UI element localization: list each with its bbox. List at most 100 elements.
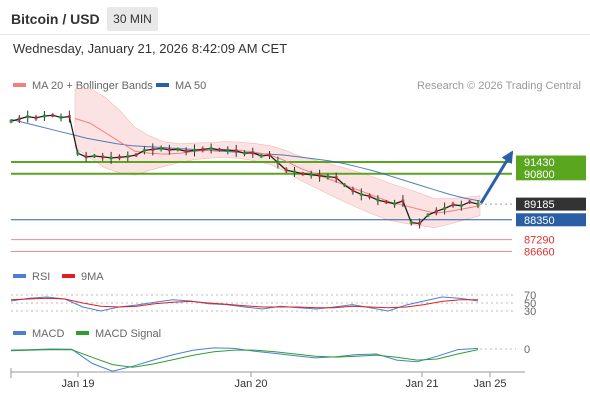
- price-label-box-91430: [516, 155, 586, 169]
- price-label-89185: 89185: [524, 199, 555, 211]
- legend-swatch-9ma: [62, 274, 75, 279]
- legend-macd-signal: MACD Signal: [76, 328, 161, 340]
- price-candle-body: [142, 148, 146, 152]
- price-label-90800: 90800: [524, 169, 555, 181]
- legend-label-ma20: MA 20 + Bollinger Bands: [32, 80, 153, 92]
- macd-line: [10, 347, 479, 372]
- x-axis-label-3: Jan 25: [473, 378, 506, 390]
- price-candle-body: [92, 154, 96, 158]
- legend-swatch-ma20: [13, 83, 26, 88]
- price-candle-body: [76, 151, 80, 155]
- price-label-91430: 91430: [524, 157, 555, 169]
- rsi-level-label-30: 30: [524, 306, 536, 318]
- price-candle-body: [401, 199, 405, 203]
- rsi-level-label-50: 50: [524, 298, 536, 310]
- price-candle-body: [451, 203, 455, 207]
- price-candle-body: [117, 155, 121, 159]
- price-candle-body: [393, 202, 397, 206]
- price-label-box-88350: [516, 213, 586, 227]
- price-candle-body: [434, 209, 438, 213]
- price-candle-body: [26, 115, 30, 119]
- rsi-line: [10, 296, 479, 312]
- price-candle-body: [276, 161, 280, 165]
- price-candle-body: [209, 147, 213, 150]
- legend-ma20-bollinger: MA 20 + Bollinger Bands: [13, 80, 153, 92]
- legend-label-macd: MACD: [32, 328, 65, 340]
- price-candle-body: [51, 113, 55, 117]
- price-candle-body: [151, 147, 155, 151]
- price-candle-body: [284, 168, 288, 172]
- price-candle-body: [426, 213, 430, 217]
- copyright-text: Research © 2026 Trading Central: [416, 80, 581, 92]
- price-label-87290: 87290: [524, 235, 555, 247]
- price-candle-body: [167, 148, 171, 152]
- forecast-arrow-head: [501, 150, 514, 164]
- legend-swatch-ma50: [156, 83, 169, 88]
- price-candle-body: [318, 174, 322, 178]
- price-candle-body: [226, 148, 230, 152]
- price-candle-body: [268, 153, 271, 157]
- price-candle-body: [368, 194, 372, 198]
- x-axis-label-1: Jan 20: [234, 378, 267, 390]
- price-candle-body: [243, 151, 246, 155]
- price-candle-body: [334, 176, 338, 180]
- price-candle-body: [42, 114, 46, 118]
- timeframe-badge[interactable]: 30 MIN: [107, 7, 158, 31]
- legend-macd: MACD: [13, 328, 64, 340]
- price-candle-body: [159, 147, 163, 150]
- chart-datetime: Wednesday, January 21, 2026 8:42:09 AM C…: [13, 41, 288, 56]
- price-candle-body: [326, 175, 330, 179]
- price-candle-body: [259, 154, 263, 158]
- price-candle-body: [176, 147, 180, 151]
- price-candle-body: [351, 189, 355, 193]
- price-candle-body: [126, 155, 130, 158]
- price-candle-body: [193, 148, 196, 152]
- price-candle-body: [293, 170, 296, 174]
- legend-ma50: MA 50: [156, 80, 206, 92]
- price-candle-body: [468, 200, 472, 204]
- price-candle-body: [134, 153, 138, 157]
- price-candle-body: [34, 116, 38, 120]
- price-candle-body: [218, 148, 221, 152]
- price-candle-body: [234, 149, 238, 153]
- price-candle-body: [17, 117, 21, 121]
- price-candle-body: [201, 147, 205, 151]
- price-candle-body: [418, 222, 422, 225]
- legend-rsi-9ma: 9MA: [62, 271, 104, 283]
- legend-label-macd-signal: MACD Signal: [95, 328, 162, 340]
- price-candle-body: [384, 200, 388, 204]
- price-label-88350: 88350: [524, 215, 555, 227]
- price-candle-body: [84, 155, 88, 159]
- price-label-box-89185: [516, 197, 586, 211]
- macd-zero-label: 0: [524, 344, 530, 356]
- legend-rsi: RSI: [13, 271, 50, 283]
- legend-swatch-macd-signal: [76, 331, 89, 336]
- macd-signal-line: [10, 349, 479, 368]
- legend-swatch-macd: [13, 331, 26, 336]
- rsi-level-label-70: 70: [524, 290, 536, 302]
- price-candle-body: [359, 192, 363, 196]
- price-candle-body: [343, 183, 347, 187]
- price-candle-body: [309, 173, 313, 177]
- price-label-box-90800: [516, 167, 586, 181]
- legend-swatch-rsi: [13, 274, 26, 279]
- price-candle-body: [459, 204, 463, 208]
- price-label-86660: 86660: [524, 246, 555, 258]
- price-candle-body: [59, 116, 63, 119]
- header-divider: [0, 34, 590, 35]
- price-candle-body: [251, 151, 255, 155]
- legend-label-ma50: MA 50: [175, 80, 207, 92]
- price-candle-body: [184, 149, 188, 153]
- legend-label-9ma: 9MA: [81, 271, 104, 283]
- price-candle-body: [409, 221, 413, 225]
- price-candle-body: [101, 155, 105, 159]
- price-candle-body: [301, 172, 305, 176]
- rsi-9ma-line: [10, 297, 478, 309]
- instrument-title: Bitcoin / USD: [11, 11, 100, 27]
- price-candle-body: [443, 207, 447, 210]
- price-candle-body: [67, 115, 71, 119]
- price-candle-body: [109, 156, 113, 160]
- price-candle-body: [9, 119, 13, 123]
- price-candle-body: [376, 198, 380, 202]
